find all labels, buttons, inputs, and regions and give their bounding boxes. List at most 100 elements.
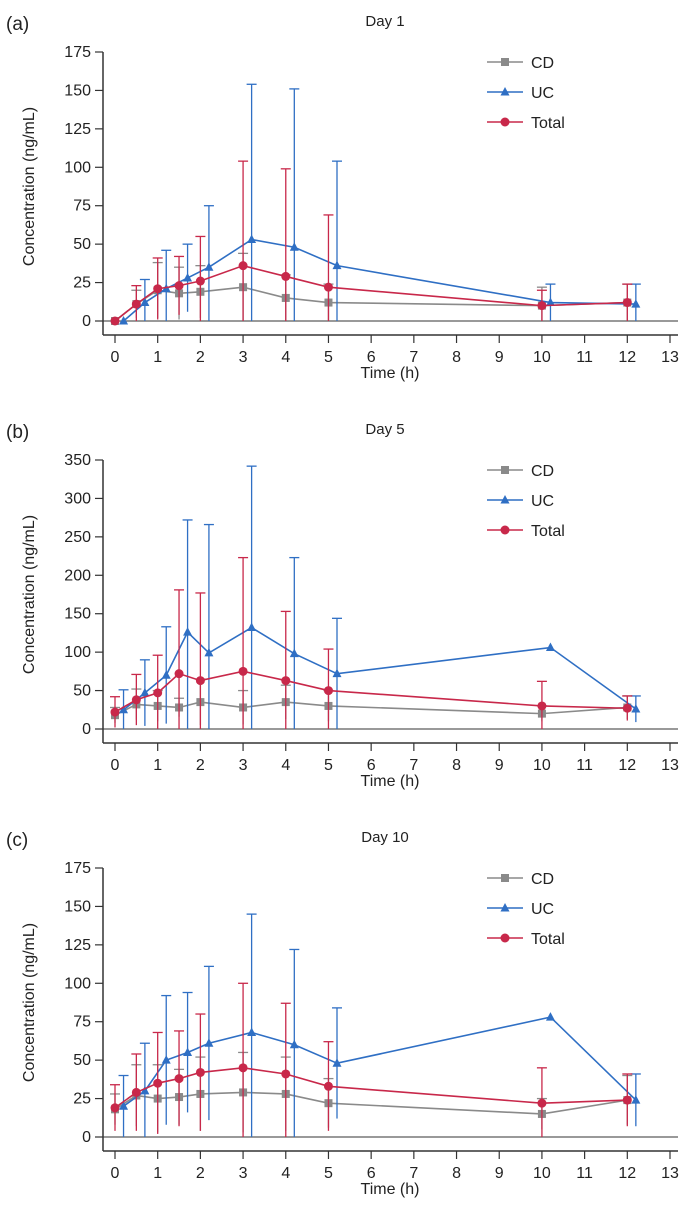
data-point: [153, 284, 163, 294]
chart-panel-b: (b) Day 5 Concentration (ng/mL) Time (h) 0 50…: [0, 408, 689, 816]
x-tick-label: 11: [576, 757, 593, 774]
x-tick-label: 12: [618, 349, 636, 366]
y-tick-label: 150: [64, 898, 91, 915]
x-tick-label: 9: [495, 757, 504, 774]
legend-marker: [500, 495, 510, 504]
legend: CD UC Total: [487, 871, 565, 948]
data-point: [238, 666, 248, 676]
y-tick-label: 75: [73, 1014, 91, 1031]
legend-label: CD: [531, 463, 554, 480]
data-point: [247, 234, 257, 244]
data-point: [332, 260, 342, 270]
data-point: [131, 1087, 141, 1097]
x-tick-label: 4: [281, 1165, 290, 1182]
data-point: [119, 1101, 129, 1110]
panel-letter: (c): [6, 830, 28, 851]
y-tick-label: 175: [64, 860, 91, 877]
legend-marker: [501, 874, 509, 882]
y-tick-label: 350: [64, 452, 91, 469]
legend-item-cd: CD: [487, 55, 554, 72]
data-point: [140, 297, 150, 307]
data-point: [153, 1078, 163, 1088]
legend-label: Total: [531, 115, 565, 132]
data-point: [289, 1039, 299, 1049]
series-line: [114, 701, 628, 716]
x-tick-label: 3: [239, 349, 248, 366]
data-point: [174, 281, 184, 291]
data-point: [174, 1074, 184, 1084]
x-tick-label: 7: [409, 349, 418, 366]
x-tick-label: 8: [452, 349, 461, 366]
y-tick-label: 0: [82, 721, 91, 738]
data-point: [281, 1069, 291, 1079]
data-point: [119, 704, 129, 714]
legend-item-uc: UC: [487, 85, 554, 102]
legend-item-cd: CD: [487, 463, 554, 480]
panel-letter: (a): [6, 14, 29, 35]
legend-marker: [500, 525, 510, 535]
y-tick-label: 200: [64, 567, 91, 584]
x-tick-label: 13: [661, 349, 679, 366]
x-tick-label: 1: [153, 349, 162, 366]
x-tick-label: 3: [239, 1165, 248, 1182]
y-tick-label: 25: [73, 1091, 91, 1108]
data-point: [110, 316, 120, 326]
data-point: [281, 676, 291, 686]
x-axis-title: Time (h): [361, 1181, 420, 1198]
x-tick-label: 13: [661, 1165, 679, 1182]
legend-label: UC: [531, 85, 554, 102]
x-tick-label: 9: [495, 349, 504, 366]
legend-label: Total: [531, 931, 565, 948]
y-tick-label: 0: [82, 1129, 91, 1146]
series-line: [123, 1016, 637, 1107]
data-point: [131, 695, 141, 705]
y-axis-title: Concentration (ng/mL): [21, 107, 38, 266]
data-point: [183, 272, 193, 282]
x-tick-label: 1: [153, 1165, 162, 1182]
legend: CD UC Total: [487, 463, 565, 540]
x-tick-label: 9: [495, 1165, 504, 1182]
panel-letter: (b): [6, 422, 29, 443]
data-point: [183, 627, 193, 636]
data-point: [631, 704, 641, 713]
y-axis-title: Concentration (ng/mL): [21, 923, 38, 1082]
legend-marker: [500, 117, 510, 127]
data-point: [238, 261, 248, 271]
y-tick-label: 100: [64, 644, 91, 661]
y-tick-label: 0: [82, 313, 91, 330]
x-tick-label: 10: [533, 757, 551, 774]
data-point: [204, 647, 214, 657]
series-uc: [119, 83, 641, 325]
series-total: [110, 160, 633, 326]
data-point: [537, 701, 547, 711]
legend-item-uc: UC: [487, 493, 554, 510]
x-tick-label: 3: [239, 757, 248, 774]
series-line: [123, 238, 636, 322]
chart-title: Day 1: [365, 13, 404, 30]
x-tick-label: 0: [111, 1165, 120, 1182]
data-point: [204, 262, 214, 271]
x-tick-label: 12: [618, 1165, 636, 1182]
legend-item-total: Total: [487, 931, 565, 948]
data-point: [195, 676, 205, 686]
data-point: [247, 1027, 257, 1036]
series-uc: [118, 913, 641, 1137]
x-tick-label: 6: [367, 1165, 376, 1182]
data-point: [153, 688, 163, 698]
data-point: [183, 1047, 193, 1056]
legend-marker: [501, 58, 509, 66]
x-tick-label: 8: [452, 757, 461, 774]
x-tick-label: 2: [196, 757, 205, 774]
series-uc: [118, 465, 641, 729]
series-line: [123, 626, 637, 711]
legend-item-total: Total: [487, 523, 565, 540]
series-line: [114, 1091, 628, 1115]
data-point: [110, 707, 120, 717]
x-tick-label: 10: [533, 1165, 551, 1182]
y-tick-label: 150: [64, 606, 91, 623]
data-point: [110, 1103, 120, 1113]
series-cd: [110, 678, 633, 726]
x-tick-label: 7: [409, 1165, 418, 1182]
